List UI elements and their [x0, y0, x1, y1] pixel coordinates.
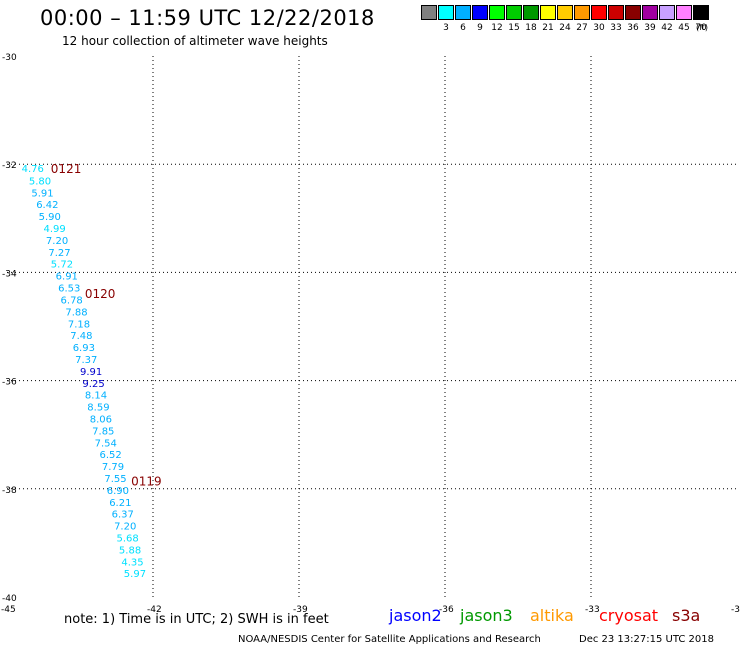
legend-swatch	[591, 5, 607, 20]
legend-swatch	[506, 5, 522, 20]
legend-label: 9	[477, 23, 483, 33]
legend-label: 27	[576, 23, 588, 33]
legend-swatch	[608, 5, 624, 20]
legend-label: 15	[508, 23, 520, 33]
x-tick-label: -39	[293, 605, 308, 615]
track-value: 7.27	[48, 248, 70, 259]
page-title: 00:00 – 11:59 UTC 12/22/2018	[40, 6, 375, 30]
legend-swatch	[472, 5, 488, 20]
track-value: 6.37	[112, 510, 134, 521]
legend-swatch	[676, 5, 692, 20]
track-value: 6.52	[99, 450, 121, 461]
color-legend: 3 6 9 12 15 18 21 24 27 30 33 36 39 42 45 70 (ft)	[421, 5, 740, 41]
track-value: 5.68	[117, 533, 139, 544]
sat-label-s3a: s3a	[672, 606, 701, 625]
legend-label: 33	[610, 23, 622, 33]
legend-label: 6	[460, 23, 466, 33]
x-tick-label: -30	[731, 605, 740, 615]
sat-label-altika: altika	[530, 606, 574, 625]
track-value: 4.35	[121, 557, 143, 568]
legend-label: 42	[661, 23, 673, 33]
time-mark: 0121	[51, 162, 82, 176]
track-value: 6.90	[107, 486, 129, 497]
y-tick-label: -30	[2, 53, 17, 63]
track-value: 4.99	[44, 224, 66, 235]
footer-note: note: 1) Time is in UTC; 2) SWH is in fe…	[64, 612, 329, 627]
track-value: 7.20	[114, 522, 136, 533]
sat-label-jason3: jason3	[460, 606, 513, 625]
legend-swatch	[693, 5, 709, 20]
legend-label: 30	[593, 23, 605, 33]
x-tick-label: -36	[439, 605, 454, 615]
legend-swatch	[642, 5, 658, 20]
x-tick-label: -45	[1, 605, 16, 615]
track-value: 7.88	[65, 307, 87, 318]
track-value: 8.06	[90, 414, 112, 425]
track-value: 6.93	[73, 343, 95, 354]
y-tick-label: -40	[2, 594, 17, 604]
legend-unit: (ft)	[696, 23, 709, 32]
generated-timestamp: Dec 23 13:27:15 UTC 2018	[579, 634, 714, 645]
track-value: 7.18	[68, 319, 90, 330]
time-mark: 0120	[85, 287, 116, 301]
legend-label: 3	[443, 23, 449, 33]
legend-swatch	[455, 5, 471, 20]
track-value: 9.25	[82, 379, 104, 390]
sat-label-cryosat: cryosat	[599, 606, 659, 625]
track-value: 6.78	[61, 295, 83, 306]
track-value: 4.76	[22, 164, 44, 175]
legend-label: 36	[627, 23, 639, 33]
legend-swatch	[574, 5, 590, 20]
legend-swatch	[625, 5, 641, 20]
legend-swatch	[540, 5, 556, 20]
track-value: 9.91	[80, 367, 102, 378]
legend-swatch	[523, 5, 539, 20]
track-value: 7.79	[102, 462, 124, 473]
track-value: 8.59	[87, 403, 109, 414]
legend-swatch	[438, 5, 454, 20]
y-tick-label: -32	[2, 161, 17, 171]
y-tick-label: -34	[2, 269, 17, 279]
track-value: 6.21	[109, 498, 131, 509]
track-value: 7.37	[75, 355, 97, 366]
track-value: 6.53	[58, 284, 80, 295]
credit-line: NOAA/NESDIS Center for Satellite Applica…	[238, 634, 541, 645]
sat-label-jason2: jason2	[389, 606, 442, 625]
legend-swatch	[421, 5, 437, 20]
track-value: 5.97	[124, 569, 146, 580]
legend-label: 24	[559, 23, 571, 33]
legend-label: 70	[695, 23, 707, 33]
track-value: 7.20	[46, 236, 68, 247]
track-value: 5.91	[31, 188, 53, 199]
track-value: 6.91	[56, 272, 78, 283]
legend-label: 45	[678, 23, 690, 33]
time-mark: 0119	[131, 475, 162, 489]
y-tick-label: -38	[2, 486, 17, 496]
track-value: 5.90	[39, 212, 61, 223]
track-value: 7.48	[70, 331, 92, 342]
track-value: 5.88	[119, 545, 141, 556]
track-value: 7.54	[95, 438, 117, 449]
x-tick-label: -33	[585, 605, 600, 615]
page-subtitle: 12 hour collection of altimeter wave hei…	[62, 34, 328, 48]
legend-label: 12	[491, 23, 503, 33]
legend-label: 39	[644, 23, 656, 33]
track-value: 8.14	[85, 391, 107, 402]
legend-swatch	[659, 5, 675, 20]
track-value: 5.72	[51, 260, 73, 271]
track-value: 7.85	[92, 426, 114, 437]
track-value: 7.55	[104, 474, 126, 485]
x-tick-label: -42	[147, 605, 162, 615]
track-value: 5.80	[29, 176, 51, 187]
legend-swatch	[557, 5, 573, 20]
legend-label: 18	[525, 23, 537, 33]
legend-label: 21	[542, 23, 554, 33]
legend-swatch	[489, 5, 505, 20]
track-value: 6.42	[36, 200, 58, 211]
y-tick-label: -36	[2, 378, 17, 388]
